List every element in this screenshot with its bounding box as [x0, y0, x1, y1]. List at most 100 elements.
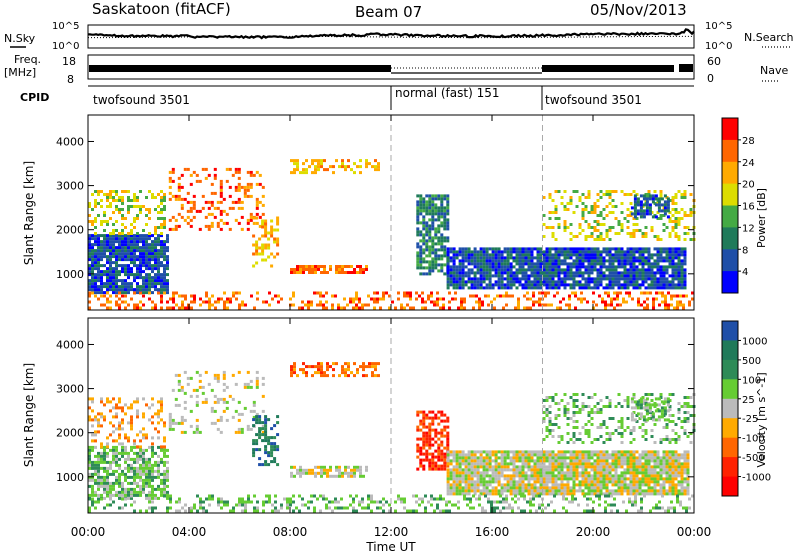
heatmap-cell-power — [488, 283, 492, 287]
heatmap-cell-velocity — [617, 483, 621, 487]
heatmap-cell-velocity — [482, 459, 486, 463]
heatmap-cell-velocity — [542, 492, 546, 496]
heatmap-cell-power — [642, 203, 646, 207]
heatmap-cell-power — [145, 273, 148, 277]
heatmap-cell-power — [316, 303, 319, 307]
heatmap-cell-velocity — [142, 427, 145, 431]
heatmap-cell-power — [228, 185, 232, 189]
heatmap-cell-power — [443, 248, 447, 252]
heatmap-cell-power — [671, 274, 675, 278]
heatmap-cell-power — [548, 226, 552, 229]
heatmap-cell-power — [617, 265, 621, 269]
heatmap-cell-power — [637, 303, 640, 307]
heatmap-cell-velocity — [109, 400, 112, 404]
heatmap-cell-velocity — [482, 492, 486, 496]
heatmap-cell-power — [106, 234, 109, 238]
heatmap-cell-velocity — [103, 466, 106, 470]
heatmap-cell-velocity — [485, 474, 489, 478]
heatmap-cell-power — [653, 190, 657, 193]
heatmap-cell-power — [440, 266, 444, 270]
heatmap-cell-velocity — [581, 483, 585, 487]
heatmap-cell-power — [440, 257, 444, 261]
heatmap-cell-power — [121, 246, 124, 250]
heatmap-cell-power — [639, 212, 643, 216]
heatmap-cell-velocity — [461, 489, 465, 493]
heatmap-cell-power — [593, 205, 597, 208]
heatmap-cell-power — [416, 230, 420, 234]
heatmap-cell-power — [177, 185, 181, 189]
heatmap-cell-velocity — [97, 481, 100, 485]
heatmap-cell-power — [614, 253, 618, 257]
heatmap-cell-velocity — [347, 474, 350, 478]
heatmap-cell-power — [94, 276, 97, 280]
heatmap-cell-power — [560, 196, 564, 199]
heatmap-cell-power — [109, 306, 112, 310]
heatmap-cell-power — [613, 297, 616, 301]
heatmap-cell-velocity — [491, 486, 495, 490]
heatmap-cell-velocity — [416, 446, 420, 450]
heatmap-cell-velocity — [237, 427, 241, 431]
heatmap-cell-power — [473, 259, 477, 263]
heatmap-cell-velocity — [509, 486, 513, 490]
heatmap-cell-power — [515, 250, 519, 254]
heatmap-cell-velocity — [166, 496, 169, 500]
heatmap-cell-power — [656, 247, 660, 251]
heatmap-cell-velocity — [118, 484, 121, 488]
heatmap-cell-velocity — [458, 489, 462, 493]
heatmap-cell-velocity — [485, 492, 489, 496]
heatmap-cell-power — [659, 274, 663, 278]
heatmap-cell-velocity — [500, 453, 504, 457]
heatmap-cell-power — [650, 229, 654, 232]
heatmap-cell-power — [581, 250, 585, 254]
heatmap-cell-velocity — [575, 474, 579, 478]
heatmap-cell-velocity — [599, 486, 603, 490]
heatmap-cell-velocity — [314, 474, 317, 478]
heatmap-cell-velocity — [210, 388, 214, 392]
heatmap-cell-power — [515, 262, 519, 266]
heatmap-cell-power — [148, 249, 151, 253]
heatmap-cell-power — [665, 265, 669, 269]
heatmap-cell-power — [183, 218, 187, 222]
heatmap-cell-power — [425, 212, 429, 216]
heatmap-cell-power — [195, 173, 199, 177]
heatmap-cell-velocity — [512, 450, 516, 454]
heatmap-cell-power — [677, 217, 681, 220]
heatmap-cell-power — [443, 194, 447, 198]
heatmap-cell-power — [638, 229, 642, 232]
heatmap-cell-power — [533, 262, 537, 266]
heatmap-cell-power — [620, 253, 624, 257]
heatmap-cell-velocity — [524, 459, 528, 463]
heatmap-cell-power — [604, 291, 607, 295]
heatmap-cell-power — [524, 247, 528, 251]
heatmap-cell-velocity — [464, 480, 468, 484]
heatmap-cell-velocity — [94, 433, 97, 437]
heatmap-cell-velocity — [551, 480, 555, 484]
heatmap-cell-power — [171, 194, 175, 198]
heatmap-cell-power — [569, 283, 573, 287]
heatmap-cell-power — [608, 250, 612, 254]
heatmap-cell-velocity — [494, 471, 498, 475]
heatmap-cell-velocity — [440, 458, 444, 462]
heatmap-cell-power — [91, 279, 94, 283]
heatmap-cell-power — [613, 291, 616, 295]
heatmap-cell-power — [470, 262, 474, 266]
heatmap-cell-power — [449, 250, 453, 254]
heatmap-cell-velocity — [500, 459, 504, 463]
heatmap-cell-power — [127, 246, 130, 250]
heatmap-cell-power — [177, 176, 181, 180]
heatmap-cell-power — [485, 253, 489, 257]
heatmap-cell-power — [464, 271, 468, 275]
heatmap-cell-power — [391, 300, 394, 304]
heatmap-cell-velocity — [518, 486, 522, 490]
heatmap-cell-velocity — [479, 459, 483, 463]
heatmap-cell-power — [509, 256, 513, 260]
heatmap-cell-velocity — [650, 474, 654, 478]
heatmap-cell-power — [139, 240, 142, 244]
heatmap-cell-velocity — [305, 365, 308, 369]
heatmap-cell-velocity — [416, 467, 420, 471]
heatmap-cell-power — [629, 280, 633, 284]
heatmap-cell-power — [243, 191, 247, 195]
heatmap-cell-power — [160, 190, 163, 193]
heatmap-cell-power — [425, 200, 429, 204]
heatmap-cell-velocity — [103, 478, 106, 482]
